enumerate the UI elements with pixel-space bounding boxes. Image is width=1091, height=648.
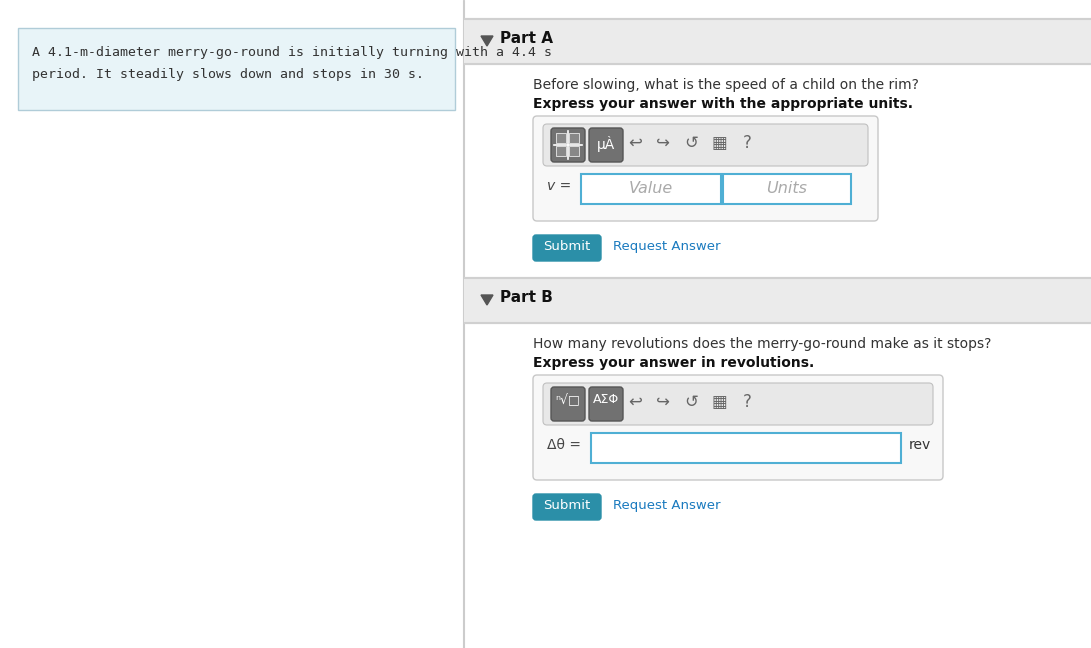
Text: Submit: Submit — [543, 499, 590, 512]
Bar — [464, 277, 1091, 278]
FancyBboxPatch shape — [589, 128, 623, 162]
Text: ↪: ↪ — [656, 393, 670, 411]
Text: ⁿ√□: ⁿ√□ — [555, 394, 580, 407]
Text: rev: rev — [909, 438, 932, 452]
Text: ↺: ↺ — [684, 134, 698, 152]
Bar — [582, 174, 721, 204]
Polygon shape — [481, 36, 493, 46]
Text: Units: Units — [767, 181, 807, 196]
Text: μÀ: μÀ — [597, 136, 615, 152]
Bar — [570, 133, 579, 143]
Bar — [556, 133, 566, 143]
FancyBboxPatch shape — [533, 494, 601, 520]
Text: Request Answer: Request Answer — [613, 240, 720, 253]
Bar — [464, 18, 1091, 64]
FancyBboxPatch shape — [543, 124, 868, 166]
FancyBboxPatch shape — [533, 235, 601, 261]
Text: ▦: ▦ — [711, 393, 727, 411]
Text: Part B: Part B — [500, 290, 553, 305]
Polygon shape — [481, 295, 493, 305]
Text: ΑΣΦ: ΑΣΦ — [592, 393, 619, 406]
FancyBboxPatch shape — [533, 116, 878, 221]
Text: ↩: ↩ — [628, 134, 642, 152]
Bar — [464, 18, 1091, 19]
FancyBboxPatch shape — [589, 387, 623, 421]
Text: Before slowing, what is the speed of a child on the rim?: Before slowing, what is the speed of a c… — [533, 78, 919, 92]
Text: Part A: Part A — [500, 31, 553, 46]
Bar — [464, 322, 1091, 323]
Text: A 4.1-m-diameter merry-go-round is initially turning with a 4.4 s: A 4.1-m-diameter merry-go-round is initi… — [32, 46, 552, 59]
Text: Express your answer with the appropriate units.: Express your answer with the appropriate… — [533, 97, 913, 111]
Bar — [723, 174, 851, 204]
Text: Request Answer: Request Answer — [613, 499, 720, 512]
Text: Express your answer in revolutions.: Express your answer in revolutions. — [533, 356, 814, 370]
Bar — [556, 146, 566, 156]
Text: ?: ? — [743, 134, 752, 152]
Text: How many revolutions does the merry-go-round make as it stops?: How many revolutions does the merry-go-r… — [533, 337, 992, 351]
Text: ↪: ↪ — [656, 134, 670, 152]
FancyBboxPatch shape — [533, 375, 943, 480]
Text: ↺: ↺ — [684, 393, 698, 411]
Bar — [570, 146, 579, 156]
Bar — [591, 433, 901, 463]
FancyBboxPatch shape — [551, 128, 585, 162]
Text: Submit: Submit — [543, 240, 590, 253]
Bar — [17, 28, 455, 110]
Text: ?: ? — [743, 393, 752, 411]
Text: ▦: ▦ — [711, 134, 727, 152]
Text: v =: v = — [547, 179, 572, 193]
Text: ↩: ↩ — [628, 393, 642, 411]
Text: period. It steadily slows down and stops in 30 s.: period. It steadily slows down and stops… — [32, 68, 424, 81]
Text: Value: Value — [628, 181, 673, 196]
Bar — [464, 277, 1091, 323]
Text: Δθ =: Δθ = — [547, 438, 582, 452]
FancyBboxPatch shape — [543, 383, 933, 425]
FancyBboxPatch shape — [551, 387, 585, 421]
Bar — [464, 63, 1091, 64]
